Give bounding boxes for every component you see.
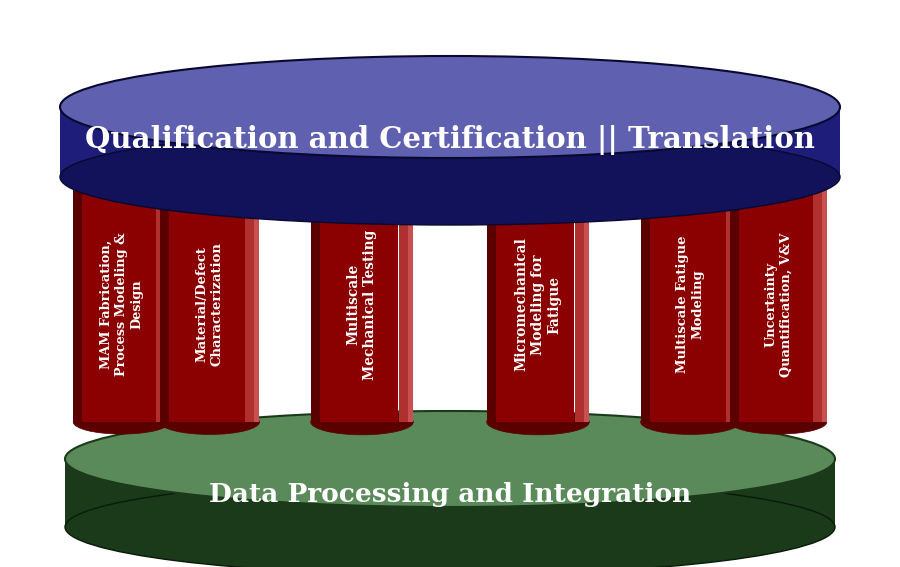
Ellipse shape (730, 410, 827, 434)
Polygon shape (255, 177, 259, 422)
Polygon shape (726, 177, 740, 422)
Polygon shape (730, 177, 739, 422)
Polygon shape (180, 177, 245, 422)
Ellipse shape (160, 409, 259, 434)
Polygon shape (160, 177, 168, 422)
Ellipse shape (60, 129, 840, 225)
Polygon shape (739, 177, 750, 422)
Text: Qualification and Certification || Translation: Qualification and Certification || Trans… (86, 125, 814, 155)
Polygon shape (165, 177, 170, 422)
Ellipse shape (487, 164, 590, 190)
Polygon shape (735, 177, 740, 422)
Polygon shape (487, 177, 496, 422)
Ellipse shape (641, 164, 740, 189)
Ellipse shape (641, 409, 740, 434)
Polygon shape (641, 177, 650, 422)
Polygon shape (575, 177, 590, 422)
Polygon shape (320, 177, 331, 422)
Polygon shape (93, 177, 156, 422)
Ellipse shape (487, 409, 590, 435)
Polygon shape (331, 177, 399, 422)
Polygon shape (73, 177, 82, 422)
Ellipse shape (65, 479, 835, 567)
Polygon shape (82, 177, 93, 422)
Text: MAM Fabrication,
Process Modeling &
Design: MAM Fabrication, Process Modeling & Desi… (100, 232, 144, 376)
Polygon shape (399, 177, 413, 422)
Text: Uncertainty
Quantification, V&V: Uncertainty Quantification, V&V (764, 232, 793, 376)
Polygon shape (65, 459, 835, 527)
Polygon shape (814, 177, 827, 422)
Polygon shape (650, 177, 661, 422)
Polygon shape (168, 177, 180, 422)
Ellipse shape (160, 164, 259, 189)
Polygon shape (508, 177, 574, 422)
Ellipse shape (73, 410, 170, 434)
Text: Data Processing and Integration: Data Processing and Integration (209, 482, 691, 507)
Polygon shape (408, 177, 413, 422)
Ellipse shape (310, 164, 413, 190)
Polygon shape (60, 107, 840, 177)
Ellipse shape (310, 409, 413, 435)
Text: Multiscale
Mechanical Testing: Multiscale Mechanical Testing (346, 229, 377, 380)
Polygon shape (750, 177, 813, 422)
Ellipse shape (73, 165, 170, 189)
Polygon shape (246, 177, 259, 422)
Polygon shape (496, 177, 508, 422)
Text: Micromechanical
Modeling for
Fatigue: Micromechanical Modeling for Fatigue (514, 238, 562, 371)
Polygon shape (822, 177, 827, 422)
Polygon shape (157, 177, 170, 422)
Polygon shape (310, 177, 320, 422)
Text: Material/Defect
Characterization: Material/Defect Characterization (195, 243, 224, 366)
Ellipse shape (730, 165, 827, 189)
Ellipse shape (60, 56, 840, 158)
Ellipse shape (65, 411, 835, 507)
Polygon shape (661, 177, 725, 422)
Text: Multiscale Fatigue
Modeling: Multiscale Fatigue Modeling (676, 236, 705, 373)
Polygon shape (584, 177, 590, 422)
